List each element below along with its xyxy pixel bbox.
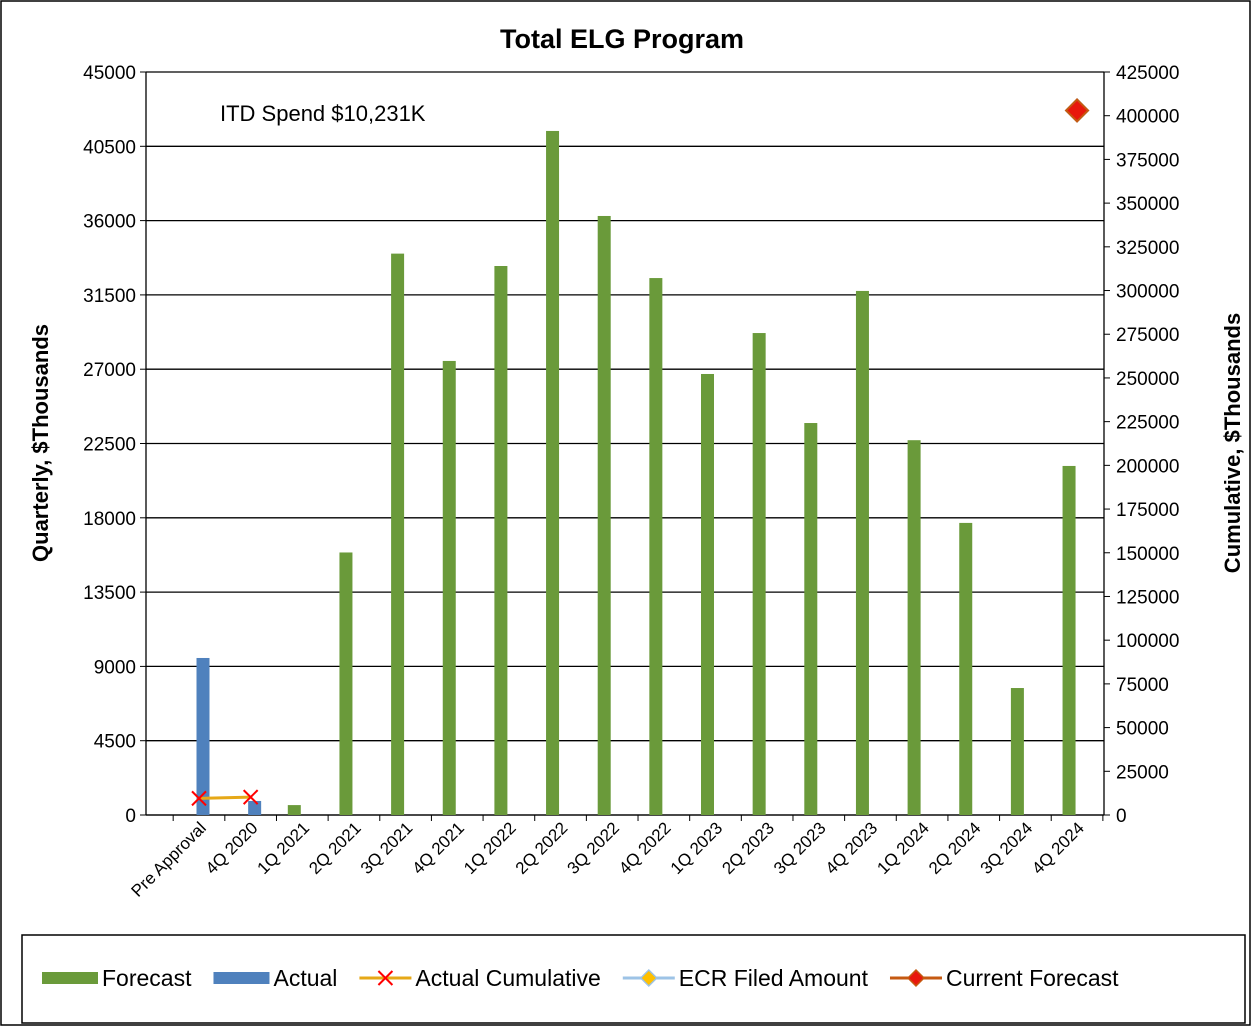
y2-tick-label: 0 <box>1116 806 1127 827</box>
legend-label: Current Forecast <box>946 965 1119 991</box>
legend-swatch <box>42 972 98 984</box>
bar <box>546 130 560 815</box>
y2-axis-label: Cumulative, $Thousands <box>1220 313 1245 573</box>
line-marker <box>191 790 207 807</box>
y2-tick-label: 175000 <box>1116 500 1179 521</box>
y2-tick-label: 75000 <box>1116 675 1169 696</box>
y2-tick-label: 400000 <box>1116 107 1179 128</box>
y2-tick-label: 375000 <box>1116 150 1179 171</box>
legend-marker <box>906 968 926 988</box>
y-axis-label: Quarterly, $Thousands <box>28 324 53 562</box>
y2-tick-label: 25000 <box>1116 762 1169 783</box>
bar <box>959 522 973 815</box>
legend-label: Forecast <box>102 965 192 991</box>
y-tick-label: 4500 <box>94 732 136 753</box>
legend-label: Actual Cumulative <box>415 965 600 991</box>
y2-tick-label: 250000 <box>1116 369 1179 390</box>
y2-tick-label: 325000 <box>1116 238 1179 259</box>
y2-tick-label: 150000 <box>1116 544 1179 565</box>
y2-tick-label: 275000 <box>1116 325 1179 346</box>
y-tick-label: 18000 <box>83 509 136 530</box>
legend-swatch <box>213 972 270 984</box>
bar <box>196 657 210 815</box>
bar <box>442 360 456 815</box>
bar <box>391 253 405 816</box>
line <box>198 795 251 800</box>
bar <box>597 215 611 816</box>
bar <box>649 278 663 815</box>
y2-tick-label: 125000 <box>1116 587 1179 608</box>
y-tick-label: 45000 <box>83 63 136 84</box>
y-tick-label: 0 <box>125 806 136 827</box>
bar <box>701 373 714 815</box>
y2-tick-label: 300000 <box>1116 282 1179 303</box>
bar <box>339 552 353 815</box>
y-tick-label: 40500 <box>83 137 136 158</box>
legend-label: ECR Filed Amount <box>679 965 869 991</box>
y2-tick-label: 50000 <box>1116 719 1169 740</box>
bar <box>494 266 508 815</box>
legend-marker <box>639 968 658 988</box>
bar <box>1010 688 1024 815</box>
y-tick-label: 31500 <box>83 286 136 307</box>
legend-label: Actual <box>273 965 337 991</box>
line-marker <box>242 789 259 805</box>
y-tick-label: 9000 <box>94 657 136 678</box>
bar <box>804 423 818 815</box>
y-tick-label: 27000 <box>83 360 136 381</box>
bar <box>907 440 921 815</box>
y2-tick-label: 425000 <box>1116 63 1179 84</box>
y2-tick-label: 350000 <box>1116 194 1179 215</box>
y2-tick-label: 100000 <box>1116 631 1179 652</box>
chart-title: Total ELG Program <box>500 24 744 54</box>
y-tick-label: 13500 <box>83 583 136 604</box>
y-tick-label: 22500 <box>83 435 136 456</box>
bar <box>752 333 766 815</box>
bar <box>1062 465 1076 815</box>
annotation: ITD Spend $10,231K <box>220 101 426 126</box>
line-marker <box>1064 98 1090 123</box>
legend-marker <box>377 970 394 986</box>
bar <box>855 290 869 815</box>
y2-tick-label: 200000 <box>1116 456 1179 477</box>
y2-tick-label: 225000 <box>1116 413 1179 434</box>
bar <box>248 800 262 815</box>
y-tick-label: 36000 <box>83 212 136 233</box>
bar <box>287 805 301 815</box>
